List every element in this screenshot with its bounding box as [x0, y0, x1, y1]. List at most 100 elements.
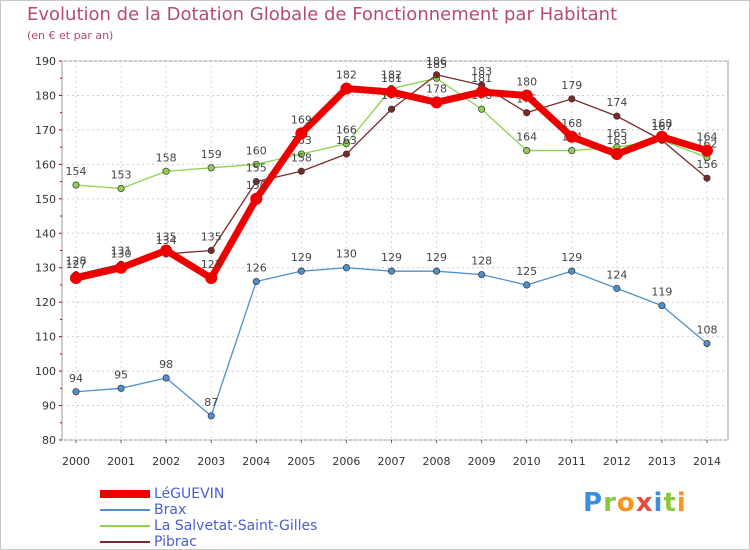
data-label: 128 — [66, 255, 87, 268]
x-tick-label: 2003 — [197, 455, 225, 468]
y-tick-label: 120 — [35, 296, 56, 309]
data-label: 182 — [336, 69, 357, 82]
data-point — [565, 130, 578, 143]
logo-letter: o — [616, 488, 636, 518]
chart-subtitle: (en € et par an) — [27, 29, 114, 42]
data-label: 134 — [156, 234, 177, 247]
x-tick-label: 2007 — [377, 455, 405, 468]
data-point — [613, 112, 621, 120]
data-label: 98 — [159, 358, 173, 371]
y-tick-label: 160 — [35, 158, 56, 171]
data-point — [207, 246, 215, 255]
data-label: 128 — [471, 255, 492, 268]
data-label: 131 — [111, 244, 132, 257]
data-point — [610, 148, 623, 161]
x-tick-label: 2008 — [423, 455, 451, 468]
data-label: 183 — [471, 65, 492, 78]
data-label: 108 — [696, 324, 717, 337]
logo-letter: x — [635, 488, 654, 518]
data-point — [385, 86, 398, 99]
x-tick-label: 2011 — [558, 455, 586, 468]
data-point — [568, 147, 576, 155]
data-label: 186 — [426, 55, 447, 68]
data-label: 165 — [606, 127, 627, 140]
legend-label: LéGUEVIN — [154, 486, 225, 502]
data-label: 135 — [156, 231, 177, 244]
data-label: 174 — [606, 96, 627, 109]
data-label: 167 — [651, 120, 672, 133]
data-point — [568, 267, 576, 275]
data-label: 87 — [204, 396, 218, 409]
data-point — [342, 264, 350, 272]
x-tick-label: 2002 — [152, 455, 180, 468]
data-label: 150 — [246, 179, 267, 192]
data-point — [340, 82, 353, 95]
x-tick-label: 2014 — [693, 455, 721, 468]
data-label: 160 — [246, 144, 267, 157]
proxiti-logo: Proxiti — [583, 488, 687, 518]
data-label: 169 — [291, 113, 312, 126]
y-tick-label: 170 — [35, 124, 56, 137]
data-point — [523, 109, 531, 117]
data-point — [115, 261, 128, 274]
data-point — [568, 95, 576, 103]
data-point — [703, 174, 711, 182]
data-label: 127 — [201, 258, 222, 271]
data-point — [700, 144, 713, 157]
legend-item: Brax — [100, 502, 317, 518]
data-point — [207, 412, 215, 420]
y-tick-label: 100 — [35, 365, 56, 378]
logo-letter: i — [653, 488, 664, 518]
data-label: 159 — [201, 148, 222, 161]
legend-swatch — [100, 525, 150, 527]
data-point — [430, 96, 443, 109]
logo-letter: i — [676, 488, 687, 518]
data-point — [475, 86, 488, 99]
data-label: 158 — [291, 151, 312, 164]
data-label: 129 — [561, 251, 582, 264]
data-point — [342, 150, 350, 158]
data-point — [162, 167, 170, 175]
legend-swatch — [100, 509, 150, 511]
logo-letter: P — [583, 488, 604, 518]
y-tick-label: 150 — [35, 193, 56, 206]
data-point — [117, 384, 125, 392]
data-point — [478, 271, 486, 279]
data-point — [117, 184, 125, 193]
legend-label: Brax — [154, 502, 187, 518]
data-label: 130 — [111, 248, 132, 261]
data-label: 154 — [66, 165, 87, 178]
data-point — [387, 267, 396, 275]
data-label: 163 — [606, 134, 627, 147]
data-point — [520, 89, 533, 102]
data-label: 129 — [426, 251, 447, 264]
data-point — [703, 339, 711, 348]
data-label: 135 — [201, 231, 222, 244]
data-label: 179 — [561, 79, 582, 92]
x-tick-label: 2012 — [603, 455, 631, 468]
data-label: 182 — [381, 69, 402, 82]
data-label: 185 — [426, 58, 447, 71]
data-point — [162, 374, 170, 382]
data-point — [160, 244, 173, 257]
data-point — [478, 105, 486, 113]
x-tick-label: 2013 — [648, 455, 676, 468]
chart-title: Evolution de la Dotation Globale de Fonc… — [27, 4, 618, 25]
x-tick-label: 2009 — [468, 455, 496, 468]
x-tick-label: 2010 — [513, 455, 541, 468]
data-point — [433, 71, 441, 79]
data-point — [72, 181, 80, 189]
data-label: 155 — [246, 162, 267, 175]
data-label: 127 — [66, 258, 87, 271]
data-label: 94 — [69, 372, 83, 385]
x-tick-label: 2001 — [107, 455, 135, 468]
data-label: 129 — [291, 251, 312, 264]
data-point — [655, 130, 668, 143]
y-tick-label: 140 — [35, 227, 56, 240]
data-label: 168 — [561, 117, 582, 130]
data-point — [252, 277, 260, 286]
data-point — [658, 302, 666, 310]
data-point — [252, 160, 260, 168]
data-point — [297, 167, 305, 175]
data-label: 119 — [651, 286, 672, 299]
